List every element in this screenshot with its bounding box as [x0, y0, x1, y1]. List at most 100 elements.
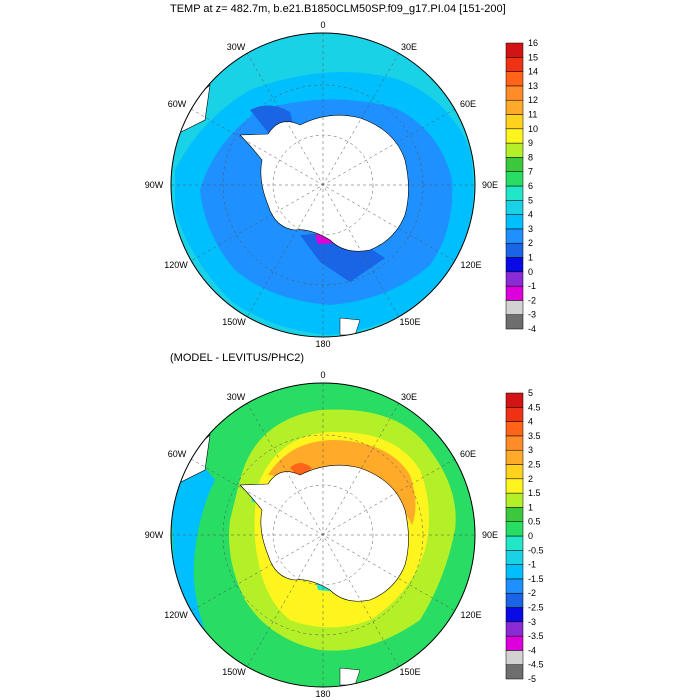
colorbar-tick-label: 0: [528, 267, 533, 277]
colorbar-tick-label: 11: [528, 110, 537, 120]
longitude-label: 150E: [399, 317, 420, 327]
colorbar-swatch: [505, 242, 524, 258]
colorbar-swatch: [505, 407, 524, 422]
colorbar-swatch: [505, 257, 524, 273]
longitude-label: 180: [315, 689, 330, 699]
colorbar-tick-label: 12: [528, 95, 538, 105]
colorbar-swatch: [505, 200, 524, 215]
longitude-labels: 0 30E 60E 90E 120E 150E 180 150W 120W 90W 60W 30W: [145, 20, 498, 349]
colorbar-swatch: [505, 300, 524, 315]
colorbar-tick-label: -1: [528, 560, 536, 570]
longitude-label: 150W: [222, 667, 246, 677]
longitude-label: 60E: [460, 449, 476, 459]
colorbar-tick-label: -5: [528, 674, 536, 684]
longitude-label: 180: [315, 339, 330, 349]
colorbar-tick-label: 2.5: [528, 460, 541, 470]
colorbar-tick-label: 4: [528, 210, 533, 220]
longitude-label: 30W: [227, 42, 246, 52]
colorbar-tick-label: 15: [528, 52, 538, 62]
longitude-label: 60W: [168, 99, 187, 109]
colorbar-swatch: [505, 314, 524, 330]
colorbar-tick-label: 10: [528, 124, 538, 134]
colorbar-swatch: [505, 635, 524, 651]
graticule: [171, 33, 475, 337]
colorbar-tick-label: 16: [528, 38, 538, 48]
colorbar-swatch: [505, 185, 524, 201]
colorbar-swatch: [505, 492, 524, 508]
colorbar-swatch: [505, 128, 524, 144]
colorbar-tick-label: 0.5: [528, 517, 541, 527]
graticule: [171, 383, 475, 687]
longitude-label: 0: [320, 370, 325, 380]
colorbar-tick-label: -2.5: [528, 603, 544, 613]
bottom-panel-title: (MODEL - LEVITUS/PHC2): [170, 352, 305, 364]
colorbar-tick-label: 1: [528, 253, 533, 263]
longitude-label: 90W: [145, 530, 164, 540]
colorbar-tick-label: 7: [528, 167, 533, 177]
longitude-label: 120E: [460, 610, 481, 620]
colorbar-tick-label: 4.5: [528, 402, 541, 412]
colorbar-swatch: [505, 578, 524, 594]
colorbar-tick-label: 3: [528, 445, 533, 455]
colorbar-tick-label: 6: [528, 181, 533, 191]
colorbar-tick-label: 0: [528, 531, 533, 541]
colorbar-swatch: [505, 421, 524, 437]
longitude-label: 90E: [482, 530, 498, 540]
colorbar-tick-label: -4.5: [528, 660, 544, 670]
longitude-label: 120E: [460, 260, 481, 270]
colorbar-swatch: [505, 57, 524, 72]
colorbar-tick-label: -3: [528, 310, 536, 320]
colorbar-swatch: [505, 592, 524, 608]
colorbar-swatch: [505, 392, 524, 408]
longitude-label: 150E: [399, 667, 420, 677]
colorbar-tick-label: 9: [528, 138, 533, 148]
colorbar-swatch: [505, 464, 524, 480]
top-panel-title: TEMP at z= 482.7m, b.e21.B1850CLM50SP.f0…: [170, 3, 506, 15]
longitude-label: 30W: [227, 392, 246, 402]
colorbar-swatch: [505, 85, 524, 101]
difference-band: [268, 440, 416, 525]
colorbar-tick-label: 2: [528, 238, 533, 248]
colorbar-swatch: [505, 171, 524, 187]
colorbar-swatch: [505, 478, 524, 494]
colorbar-swatch: [505, 71, 524, 87]
colorbar-tick-label: 2: [528, 474, 533, 484]
colorbar-swatch: [505, 521, 524, 537]
colorbar-swatch: [505, 157, 524, 172]
bottom-colorbar: -5 -4.5 -4 -3.5 -3 -2.5 -2 -1.5 -1 -0.5 0 0.5 1 1.5 2 2…: [505, 388, 544, 684]
colorbar-tick-label: 13: [528, 81, 538, 91]
longitude-label: 90W: [145, 180, 164, 190]
longitude-label: 120W: [164, 260, 188, 270]
colorbar-tick-label: 3: [528, 224, 533, 234]
colorbar-swatch: [505, 214, 524, 230]
colorbar-swatch: [505, 607, 524, 623]
longitude-label: 120W: [164, 610, 188, 620]
longitude-label: 90E: [482, 180, 498, 190]
colorbar-swatch: [505, 449, 524, 465]
colorbar-tick-label: -0.5: [528, 545, 544, 555]
difference-band: [290, 463, 312, 478]
colorbar-tick-label: 1.5: [528, 488, 541, 498]
colorbar-swatch: [505, 99, 524, 115]
colorbar-swatch: [505, 550, 524, 565]
difference-band: [171, 450, 215, 630]
colorbar-tick-label: -4: [528, 324, 536, 334]
colorbar-swatch: [505, 285, 524, 301]
colorbar-tick-label: 8: [528, 152, 533, 162]
colorbar-tick-label: 5: [528, 388, 533, 398]
colorbar-tick-label: -1.5: [528, 574, 544, 584]
colorbar-tick-label: -3.5: [528, 631, 544, 641]
colorbar-swatch: [505, 435, 524, 451]
longitude-label: 60W: [168, 449, 187, 459]
colorbar-swatch: [505, 664, 524, 680]
colorbar-tick-label: -3: [528, 617, 536, 627]
colorbar-swatch: [505, 564, 524, 580]
longitude-label: 0: [320, 20, 325, 30]
longitude-label: 150W: [222, 317, 246, 327]
colorbar-swatch: [505, 621, 524, 637]
colorbar-tick-label: 4: [528, 417, 533, 427]
colorbar-swatch: [505, 507, 524, 522]
colorbar-tick-label: 5: [528, 195, 533, 205]
